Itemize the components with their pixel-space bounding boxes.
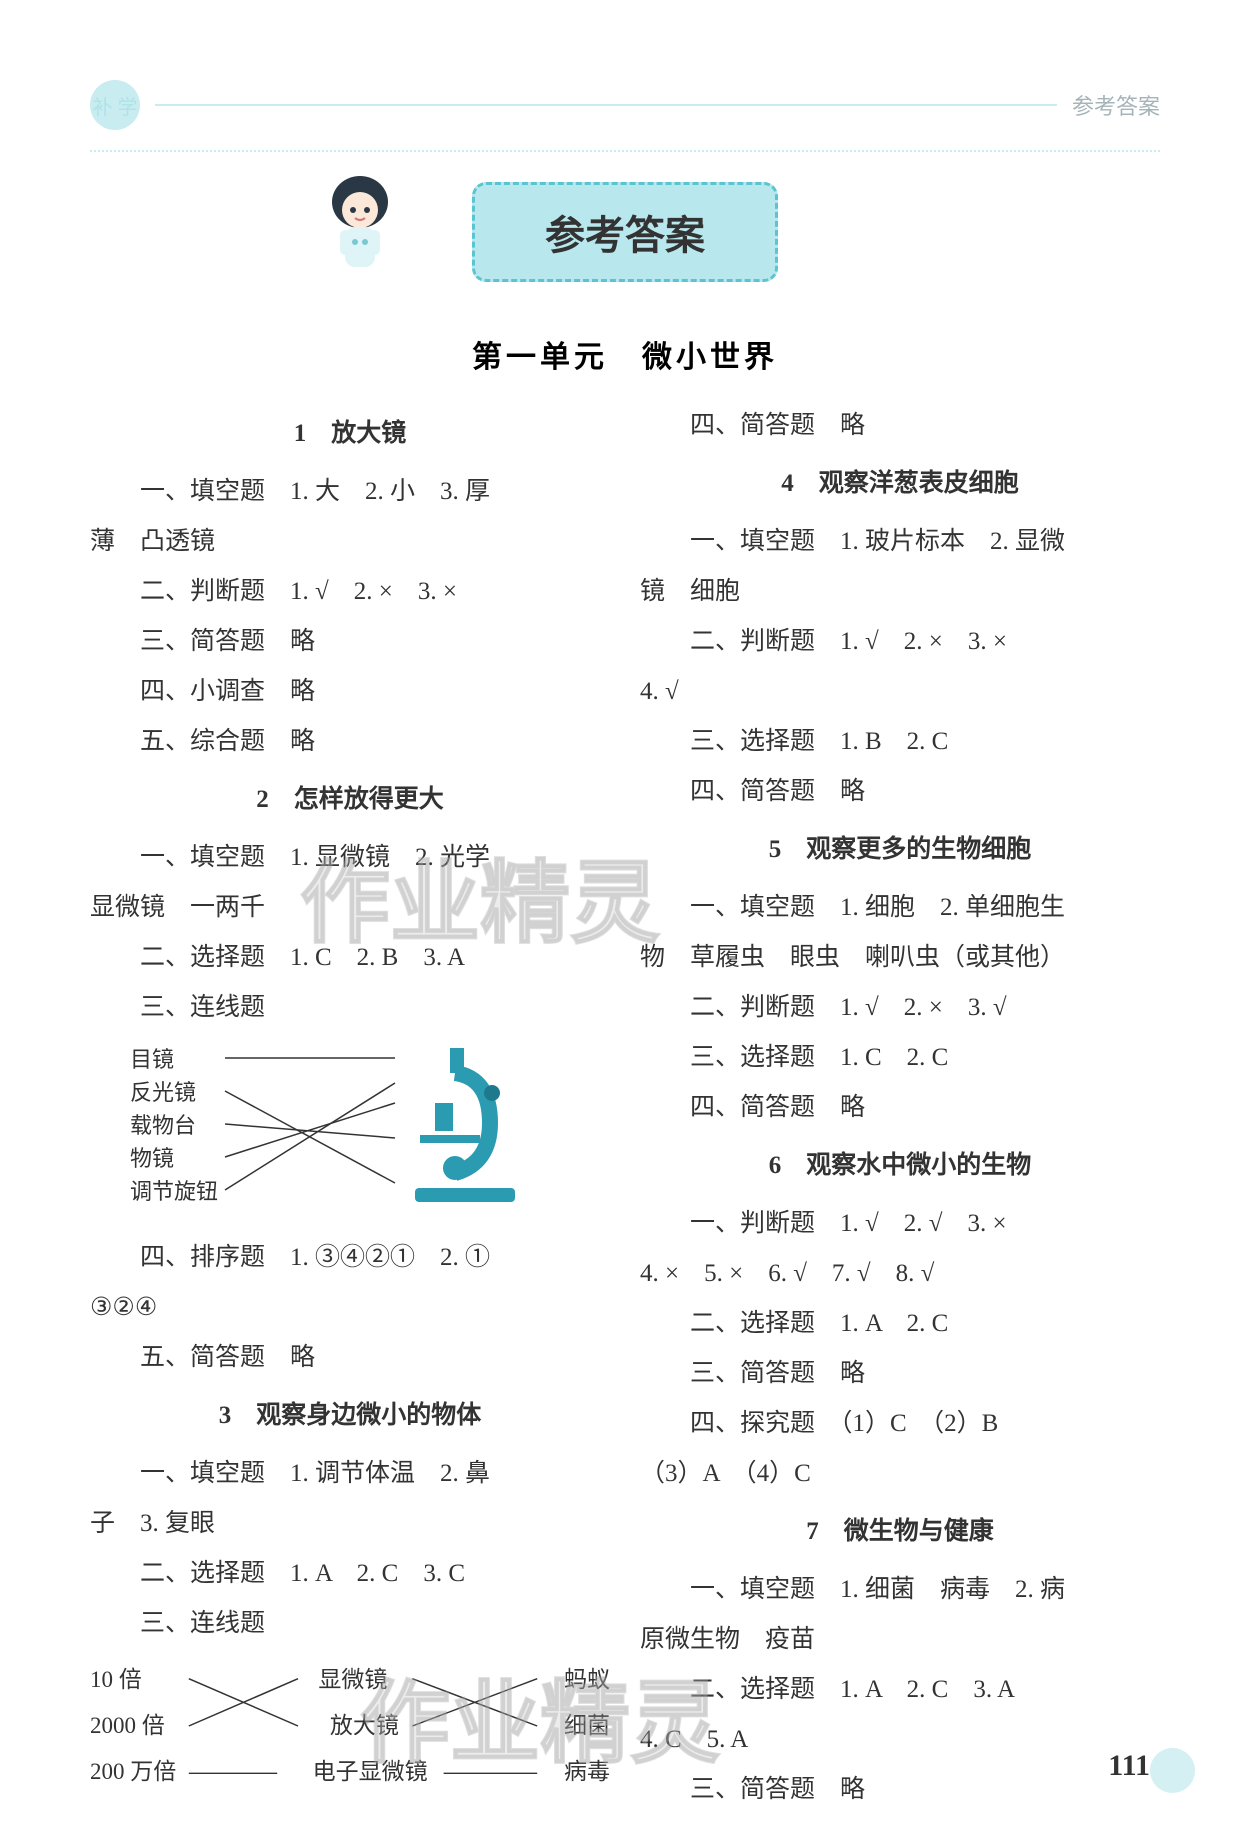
magnification-matching-diagram: 10 倍 显微镜 蚂蚁 2000 倍 放大镜 细菌 200 万倍 电子显微镜 病… — [90, 1657, 610, 1795]
s7-line2b: 4. C 5. A — [640, 1715, 1160, 1765]
s2-line5: 五、简答题 略 — [90, 1333, 610, 1383]
s2-line1: 一、填空题 1. 显微镜 2. 光学 — [90, 833, 610, 883]
label-knob: 调节旋钮 — [130, 1175, 218, 1208]
s5-line1: 一、填空题 1. 细胞 2. 单细胞生 — [640, 883, 1160, 933]
label-eyepiece: 目镜 — [130, 1043, 218, 1076]
s3-line2: 二、选择题 1. A 2. C 3. C — [90, 1549, 610, 1599]
s1-line2: 二、判断题 1. √ 2. × 3. × — [90, 567, 610, 617]
banner-title: 参考答案 — [545, 213, 705, 258]
title-banner: 参考答案 — [325, 182, 925, 282]
label-mirror: 反光镜 — [130, 1076, 218, 1109]
s4-line1: 一、填空题 1. 玻片标本 2. 显微 — [640, 517, 1160, 567]
s1-line4: 四、小调查 略 — [90, 667, 610, 717]
match-r1b: 显微镜 — [318, 1657, 387, 1703]
s7-line1b: 原微生物 疫苗 — [640, 1615, 1160, 1665]
match-r3c: 病毒 — [564, 1749, 610, 1795]
match-r3a: 200 万倍 — [90, 1749, 176, 1795]
title-box: 参考答案 — [472, 182, 778, 282]
header-right-label: 参考答案 — [1072, 89, 1160, 121]
match-row-3: 200 万倍 电子显微镜 病毒 — [90, 1749, 610, 1795]
microscope-matching-diagram: 目镜 反光镜 载物台 物镜 调节旋钮 — [130, 1043, 610, 1223]
section-6-title: 6 观察水中微小的生物 — [640, 1141, 1160, 1191]
section-5-title: 5 观察更多的生物细胞 — [640, 825, 1160, 875]
s6-line2: 二、选择题 1. A 2. C — [640, 1299, 1160, 1349]
page-header: 补 学 参考答案 — [90, 80, 1160, 130]
subject-badge: 补 学 — [90, 80, 140, 130]
s4-line4: 四、简答题 略 — [640, 767, 1160, 817]
header-line — [155, 104, 1057, 106]
s2-line1b: 显微镜 一两千 — [90, 883, 610, 933]
s6-line1b: 4. × 5. × 6. √ 7. √ 8. √ — [640, 1249, 1160, 1299]
match-r1c: 蚂蚁 — [564, 1657, 610, 1703]
page-corner-badge — [1150, 1748, 1195, 1793]
s1-line1: 一、填空题 1. 大 2. 小 3. 厚 — [90, 467, 610, 517]
match-row-1: 10 倍 显微镜 蚂蚁 — [90, 1657, 610, 1703]
pre-line: 四、简答题 略 — [640, 401, 1160, 451]
content-columns: 1 放大镜 一、填空题 1. 大 2. 小 3. 厚 薄 凸透镜 二、判断题 1… — [90, 401, 1160, 1815]
match-r2a: 2000 倍 — [90, 1703, 165, 1749]
s3-line3: 三、连线题 — [90, 1599, 610, 1649]
s2-line2: 二、选择题 1. C 2. B 3. A — [90, 933, 610, 983]
right-column: 四、简答题 略 4 观察洋葱表皮细胞 一、填空题 1. 玻片标本 2. 显微 镜… — [640, 401, 1160, 1815]
s4-line2b: 4. √ — [640, 667, 1160, 717]
header-dotted-line — [90, 150, 1160, 152]
section-7-title: 7 微生物与健康 — [640, 1507, 1160, 1557]
match-row-2: 2000 倍 放大镜 细菌 — [90, 1703, 610, 1749]
s3-line1: 一、填空题 1. 调节体温 2. 鼻 — [90, 1449, 610, 1499]
microscope-labels: 目镜 反光镜 载物台 物镜 调节旋钮 — [130, 1043, 218, 1208]
s7-line1: 一、填空题 1. 细菌 病毒 2. 病 — [640, 1565, 1160, 1615]
s4-line3: 三、选择题 1. B 2. C — [640, 717, 1160, 767]
matching-lines-icon — [220, 1043, 400, 1213]
microscope-icon — [400, 1043, 540, 1213]
unit-title: 第一单元 微小世界 — [90, 332, 1160, 376]
s2-line3: 三、连线题 — [90, 983, 610, 1033]
section-3-title: 3 观察身边微小的物体 — [90, 1391, 610, 1441]
section-4-title: 4 观察洋葱表皮细胞 — [640, 459, 1160, 509]
label-objective: 物镜 — [130, 1142, 218, 1175]
s5-line3: 三、选择题 1. C 2. C — [640, 1033, 1160, 1083]
s6-line4: 四、探究题 （1）C （2）B — [640, 1399, 1160, 1449]
s5-line2: 二、判断题 1. √ 2. × 3. √ — [640, 983, 1160, 1033]
s6-line4b: （3）A （4）C — [640, 1449, 1160, 1499]
s6-line1: 一、判断题 1. √ 2. √ 3. × — [640, 1199, 1160, 1249]
match-r2b: 放大镜 — [330, 1703, 399, 1749]
s4-line1b: 镜 细胞 — [640, 567, 1160, 617]
s5-line1b: 物 草履虫 眼虫 喇叭虫（或其他） — [640, 933, 1160, 983]
s6-line3: 三、简答题 略 — [640, 1349, 1160, 1399]
left-column: 1 放大镜 一、填空题 1. 大 2. 小 3. 厚 薄 凸透镜 二、判断题 1… — [90, 401, 610, 1815]
s7-line2: 二、选择题 1. A 2. C 3. A — [640, 1665, 1160, 1715]
match-r1a: 10 倍 — [90, 1657, 142, 1703]
s2-line4: 四、排序题 1. ③④②① 2. ① — [90, 1233, 610, 1283]
match-r3b: 电子显微镜 — [313, 1749, 428, 1795]
s3-line1b: 子 3. 复眼 — [90, 1499, 610, 1549]
s7-line3: 三、简答题 略 — [640, 1765, 1160, 1815]
s1-line5: 五、综合题 略 — [90, 717, 610, 767]
s1-line3: 三、简答题 略 — [90, 617, 610, 667]
match-r2c: 细菌 — [564, 1703, 610, 1749]
s5-line4: 四、简答题 略 — [640, 1083, 1160, 1133]
section-2-title: 2 怎样放得更大 — [90, 775, 610, 825]
s4-line2: 二、判断题 1. √ 2. × 3. × — [640, 617, 1160, 667]
s2-line4b: ③②④ — [90, 1283, 610, 1333]
s1-line1b: 薄 凸透镜 — [90, 517, 610, 567]
section-1-title: 1 放大镜 — [90, 409, 610, 459]
page-number: 111 — [1108, 1749, 1150, 1783]
badge-text: 补 学 — [93, 91, 138, 120]
label-stage: 载物台 — [130, 1109, 218, 1142]
girl-character-icon — [315, 172, 415, 282]
